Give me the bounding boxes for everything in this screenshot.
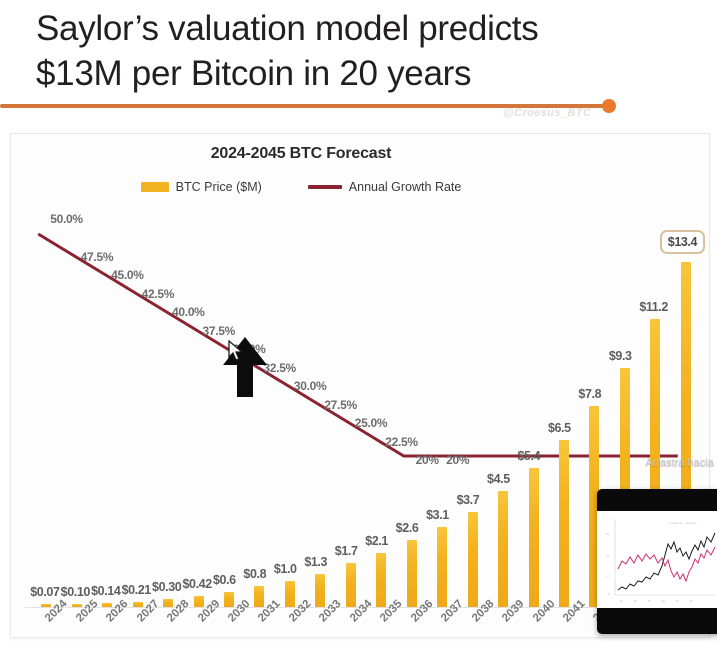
bar-2040[interactable] bbox=[528, 467, 539, 607]
bar-value-label-2035: $2.1 bbox=[365, 533, 388, 548]
x-axis-tick-2024: 2024 bbox=[43, 597, 70, 625]
bar-value-label-2032: $1.0 bbox=[273, 562, 297, 577]
chart-title: 2024-2045 BTC Forecast bbox=[210, 145, 392, 162]
bar-value-label-2042: $7.8 bbox=[578, 387, 602, 402]
svg-text:'18: '18 bbox=[647, 599, 651, 603]
svg-text:'22: '22 bbox=[675, 599, 679, 603]
title-divider bbox=[0, 104, 610, 108]
growth-rate-label-2032: 30.0% bbox=[293, 379, 327, 393]
watermark: @Croesus_BTC bbox=[503, 107, 592, 119]
bar-2032[interactable] bbox=[284, 581, 295, 607]
pip-letterbox-top bbox=[597, 489, 717, 511]
bar-2034[interactable] bbox=[345, 563, 356, 607]
bar-2042[interactable] bbox=[589, 406, 600, 607]
drag-up-hint-text: Arrastra hacia arriba pre bbox=[645, 457, 717, 469]
svg-text:'20: '20 bbox=[661, 599, 665, 603]
divider-dot-icon bbox=[602, 99, 616, 113]
bar-value-label-2026: $0.14 bbox=[91, 584, 121, 599]
bar-value-label-2044: $11.2 bbox=[639, 299, 668, 314]
bar-2024[interactable] bbox=[41, 604, 52, 607]
bar-value-label-2033: $1.3 bbox=[304, 554, 328, 569]
svg-text:— series a — series b: — series a — series b bbox=[667, 521, 697, 525]
page-title: Saylor’s valuation model predicts $13M p… bbox=[36, 9, 539, 93]
bar-value-label-2045[interactable]: $13.4 bbox=[659, 230, 706, 254]
bar-2043[interactable] bbox=[619, 367, 630, 607]
legend-label-btc-price: BTC Price ($M) bbox=[175, 180, 262, 194]
pip-letterbox-bottom bbox=[597, 608, 717, 634]
bar-2037[interactable] bbox=[437, 527, 448, 607]
legend-item-btc-price[interactable]: BTC Price ($M) bbox=[140, 180, 262, 194]
bar-value-label-2025: $0.10 bbox=[60, 585, 91, 599]
svg-text:20: 20 bbox=[606, 532, 610, 536]
bar-2044[interactable] bbox=[650, 318, 661, 607]
legend-item-growth-rate[interactable]: Annual Growth Rate bbox=[307, 180, 462, 194]
growth-rate-label-2036: 20% bbox=[415, 453, 439, 467]
growth-rate-label-2027: 42.5% bbox=[141, 286, 175, 301]
x-axis-tick-2026: 2026 bbox=[104, 597, 131, 625]
svg-text:10: 10 bbox=[606, 574, 610, 578]
bar-value-label-2037: $3.1 bbox=[426, 508, 449, 523]
pip-line-chart-icon: 20 15 10 5 '14 '16 '18 '20 '22 '24 — series a… bbox=[601, 511, 717, 608]
growth-rate-label-2026: 45.0% bbox=[111, 268, 144, 282]
growth-rate-label-2024: 50.0% bbox=[50, 212, 83, 226]
bar-value-label-2040: $5.4 bbox=[517, 448, 541, 463]
bar-value-label-2036: $2.6 bbox=[395, 521, 419, 536]
bar-2036[interactable] bbox=[406, 540, 417, 607]
bar-value-label-2029: $0.42 bbox=[182, 577, 213, 592]
bar-2025[interactable] bbox=[71, 604, 82, 607]
bar-2041[interactable] bbox=[558, 439, 569, 607]
bar-2035[interactable] bbox=[376, 552, 387, 607]
bar-2027[interactable] bbox=[132, 601, 143, 607]
bar-value-label-2034: $1.7 bbox=[334, 544, 358, 559]
bar-value-label-2030: $0.6 bbox=[212, 572, 236, 587]
bar-value-label-2031: $0.8 bbox=[243, 567, 267, 582]
bar-2026[interactable] bbox=[102, 603, 113, 607]
bar-value-label-2043: $9.3 bbox=[608, 348, 632, 363]
bar-value-label-2039: $4.5 bbox=[487, 472, 510, 487]
x-axis-tick-2025: 2025 bbox=[73, 597, 101, 625]
mouse-cursor-icon bbox=[228, 340, 244, 361]
legend-swatch-bar-icon bbox=[140, 182, 169, 192]
svg-text:'16: '16 bbox=[633, 599, 637, 603]
bar-value-label-2024: $0.07 bbox=[30, 585, 60, 599]
chart-legend: BTC Price ($M) Annual Growth Rate bbox=[11, 180, 591, 194]
legend-swatch-line-icon bbox=[307, 185, 342, 189]
pip-inner-chart: 20 15 10 5 '14 '16 '18 '20 '22 '24 — series a… bbox=[601, 511, 717, 608]
svg-text:'24: '24 bbox=[689, 599, 693, 603]
bar-2031[interactable] bbox=[254, 586, 265, 607]
bar-2030[interactable] bbox=[223, 591, 234, 607]
legend-label-growth-rate: Annual Growth Rate bbox=[348, 180, 462, 194]
growth-rate-label-2034: 25.0% bbox=[354, 416, 388, 430]
bar-2028[interactable] bbox=[163, 599, 174, 607]
x-axis-baseline bbox=[25, 607, 697, 608]
bar-value-label-2041: $6.5 bbox=[547, 420, 571, 435]
bar-2045[interactable] bbox=[680, 262, 691, 607]
svg-text:5: 5 bbox=[608, 592, 610, 596]
growth-rate-label-2028: 40.0% bbox=[172, 305, 205, 319]
growth-rate-label-2037: 20% bbox=[446, 453, 470, 467]
growth-rate-label-2035: 22.5% bbox=[385, 434, 418, 449]
growth-rate-label-2029: 37.5% bbox=[202, 323, 236, 338]
growth-rate-label-2033: 27.5% bbox=[324, 397, 357, 412]
growth-rate-label-2031: 32.5% bbox=[263, 360, 296, 375]
bar-2039[interactable] bbox=[498, 491, 509, 607]
svg-text:'14: '14 bbox=[619, 599, 623, 603]
bar-value-label-2038: $3.7 bbox=[456, 492, 480, 507]
svg-text:15: 15 bbox=[606, 554, 610, 558]
bar-value-label-2028: $0.30 bbox=[152, 580, 182, 595]
bar-value-label-2027: $0.21 bbox=[121, 582, 152, 597]
bar-2038[interactable] bbox=[467, 511, 478, 607]
picture-in-picture-overlay[interactable]: 20 15 10 5 '14 '16 '18 '20 '22 '24 — series a… bbox=[597, 489, 717, 634]
bar-2033[interactable] bbox=[315, 573, 326, 607]
bar-2029[interactable] bbox=[193, 596, 204, 607]
growth-rate-label-2025: 47.5% bbox=[80, 249, 114, 264]
